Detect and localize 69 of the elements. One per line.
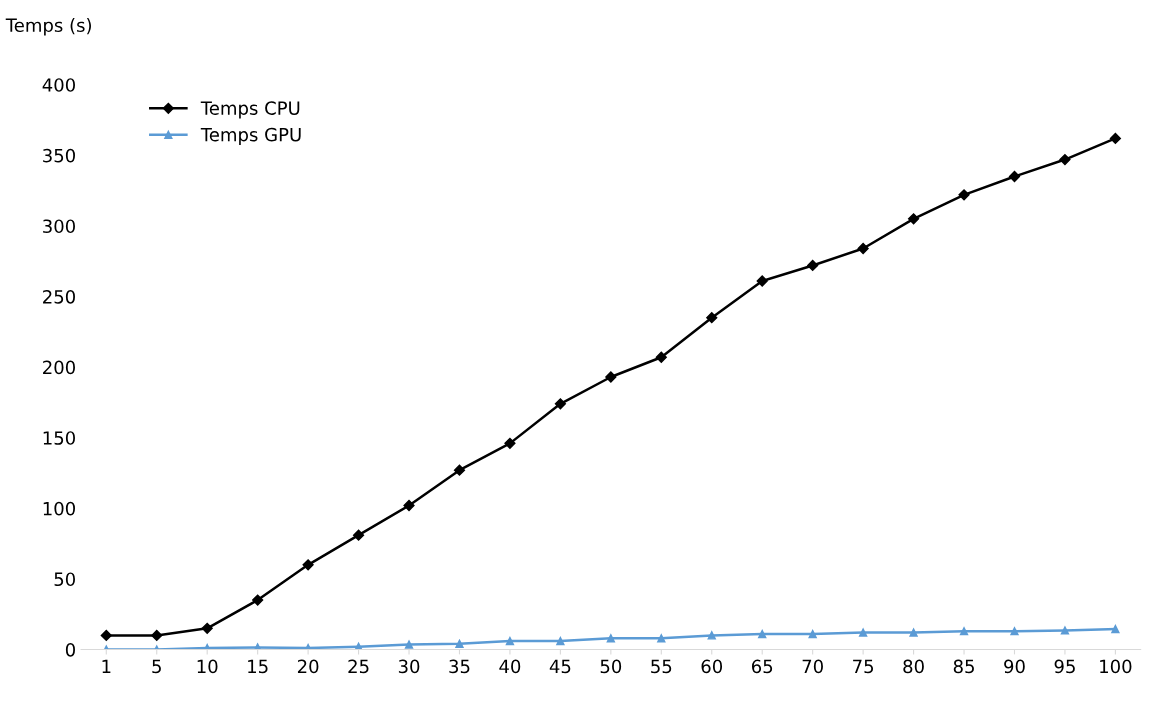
point [404, 640, 414, 649]
x-tick-label: 45 [549, 659, 571, 674]
point [756, 275, 768, 287]
point [1008, 170, 1021, 183]
y-axis-title: Temps (s) [5, 18, 91, 36]
x-tick-label: 85 [953, 659, 974, 674]
x-tick-label: 50 [600, 659, 622, 674]
point [453, 464, 466, 476]
x-tick-label: 40 [499, 659, 521, 674]
x-tick-label: 15 [248, 659, 268, 674]
y-tick-label: 150 [43, 431, 75, 445]
point [151, 629, 163, 642]
point [1109, 132, 1122, 144]
point [707, 631, 716, 640]
x-tick-label: 75 [853, 659, 874, 674]
x-tick-label: 95 [1054, 659, 1075, 674]
point [657, 634, 666, 643]
legend-label: Temps CPU [200, 101, 300, 119]
point [302, 559, 314, 571]
point [706, 312, 718, 324]
x-tick-label: 20 [297, 659, 319, 674]
x-tick-label: 80 [903, 659, 924, 674]
point [907, 213, 920, 225]
x-tick-label: 1 [102, 659, 111, 673]
point [1111, 624, 1120, 634]
x-tick-label: 10 [197, 659, 218, 674]
x-tick-label: 60 [701, 659, 723, 674]
point [959, 626, 969, 636]
point [554, 398, 566, 410]
y-tick-label: 350 [43, 148, 75, 163]
point [655, 351, 667, 363]
x-tick-label: 5 [152, 659, 161, 674]
y-tick-label: 400 [42, 78, 75, 92]
x-tick-label: 30 [398, 659, 420, 674]
point [201, 622, 213, 634]
point [605, 371, 617, 383]
y-tick-label: 50 [54, 572, 75, 587]
x-tick-label: 65 [751, 659, 773, 674]
point [858, 628, 868, 637]
x-tick-label: 25 [348, 659, 369, 674]
point [958, 189, 970, 201]
y-tick-label: 250 [43, 289, 75, 304]
y-tick-label: 200 [43, 360, 75, 375]
point [1059, 153, 1071, 166]
y-tick-label: 100 [43, 501, 75, 516]
y-tick-label: 300 [43, 219, 75, 234]
point [909, 628, 918, 637]
point [100, 629, 112, 642]
point [808, 629, 817, 639]
point [455, 639, 464, 649]
point [403, 499, 415, 512]
point [857, 242, 869, 255]
x-tick-label: 90 [1004, 659, 1025, 674]
x-tick-label: 70 [802, 659, 823, 674]
point [556, 636, 565, 646]
legend-label: Temps GPU [200, 127, 301, 145]
point [1010, 626, 1019, 636]
x-tick-label: 35 [449, 659, 470, 674]
point [1060, 626, 1070, 635]
x-tick-label: 55 [651, 659, 672, 674]
point [505, 636, 515, 646]
y-tick-label: 0 [65, 642, 75, 657]
point [606, 634, 616, 643]
x-tick-label: 100 [1100, 659, 1132, 674]
point [758, 629, 767, 639]
point [252, 594, 264, 606]
point [504, 437, 516, 449]
point [807, 259, 819, 272]
point [352, 529, 365, 541]
